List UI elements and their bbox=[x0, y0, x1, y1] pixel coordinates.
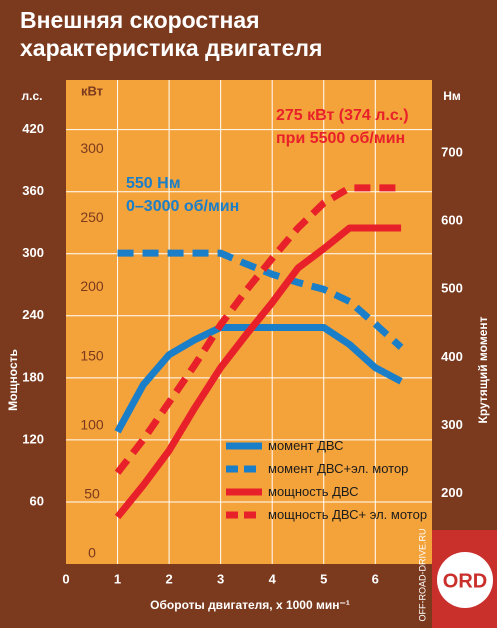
watermark: OFF-ROAD-DRIVE.RU bbox=[417, 529, 427, 622]
y-hp-tick-label: 420 bbox=[22, 121, 44, 136]
annotation: 275 кВт (374 л.с.) bbox=[276, 107, 409, 124]
y-hp-tick-label: 120 bbox=[22, 431, 44, 446]
y-axis-title: Мощность bbox=[6, 349, 20, 411]
y-tick-label: 50 bbox=[84, 486, 100, 502]
y2-tick-label: 600 bbox=[441, 213, 463, 228]
x-tick-label: 5 bbox=[320, 571, 327, 586]
y-tick-label: 200 bbox=[80, 278, 104, 294]
y2-tick-label: 200 bbox=[441, 485, 463, 500]
x-tick-label: 3 bbox=[217, 571, 224, 586]
x-tick-label: 2 bbox=[165, 571, 172, 586]
y2-tick-label: 300 bbox=[441, 417, 463, 432]
annotation: 0–3000 об/мин bbox=[126, 198, 239, 215]
x-axis-title: Обороты двигателя, х 1000 мин⁻¹ bbox=[150, 598, 350, 612]
chart-title: Внешняя скоростная bbox=[20, 7, 260, 33]
y2-tick-label: 700 bbox=[441, 144, 463, 159]
logo: ORD bbox=[443, 570, 487, 592]
y-hp-tick-label: 60 bbox=[30, 493, 44, 508]
annotation: 550 Нм bbox=[126, 175, 181, 192]
legend-label: мощность ДВС+ эл. мотор bbox=[268, 507, 428, 522]
y-hp-tick-label: 180 bbox=[22, 369, 44, 384]
series-line bbox=[114, 323, 403, 434]
axis-unit: кВт bbox=[81, 83, 103, 98]
x-tick-label: 1 bbox=[114, 571, 121, 586]
x-tick-label: 4 bbox=[269, 571, 277, 586]
x-tick-label: 6 bbox=[372, 571, 379, 586]
series-line bbox=[114, 224, 402, 520]
plot-area bbox=[66, 80, 432, 564]
y-tick-label: 0 bbox=[88, 545, 96, 561]
y-hp-tick-label: 300 bbox=[22, 245, 44, 260]
y2-axis-title: Крутящий момент bbox=[476, 316, 490, 423]
y-hp-tick-label: 240 bbox=[22, 307, 44, 322]
y-tick-label: 300 bbox=[80, 140, 104, 156]
series-line bbox=[114, 184, 402, 475]
chart-title: характеристика двигателя bbox=[20, 35, 322, 61]
legend-label: момент ДВС+эл. мотор bbox=[268, 461, 409, 476]
y2-tick-label: 400 bbox=[441, 349, 463, 364]
y2-tick-label: 500 bbox=[441, 281, 463, 296]
legend-label: момент ДВС bbox=[268, 438, 344, 453]
annotation: при 5500 об/мин bbox=[276, 130, 405, 147]
axis-unit: Нм bbox=[443, 89, 461, 103]
y-tick-label: 150 bbox=[80, 347, 104, 363]
x-tick-label: 0 bbox=[62, 571, 69, 586]
y-hp-tick-label: 360 bbox=[22, 183, 44, 198]
legend-label: мощность ДВС bbox=[268, 484, 359, 499]
logo-circle bbox=[437, 552, 493, 608]
y-tick-label: 100 bbox=[80, 416, 104, 432]
axis-unit: л.с. bbox=[22, 89, 43, 103]
y-tick-label: 250 bbox=[80, 209, 104, 225]
